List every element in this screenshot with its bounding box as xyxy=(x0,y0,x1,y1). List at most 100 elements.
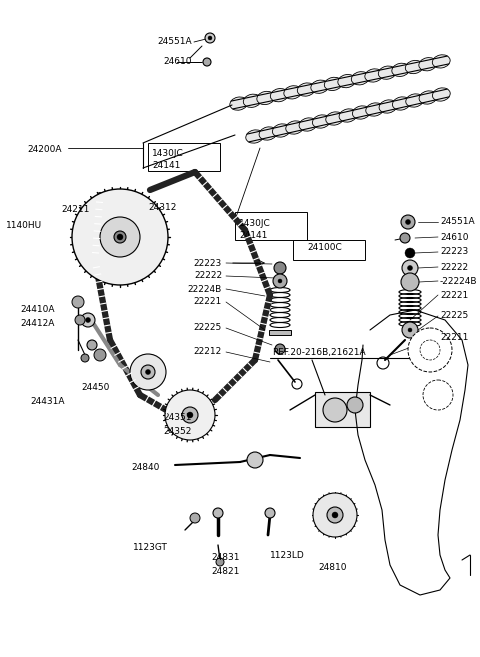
Text: 24200A: 24200A xyxy=(27,145,62,154)
Ellipse shape xyxy=(365,69,383,82)
Bar xyxy=(148,143,220,171)
Circle shape xyxy=(130,354,166,390)
Text: 22211: 22211 xyxy=(440,332,468,342)
Ellipse shape xyxy=(286,121,303,134)
Circle shape xyxy=(274,262,286,274)
Circle shape xyxy=(406,219,410,225)
Ellipse shape xyxy=(299,118,317,131)
Text: 24312: 24312 xyxy=(148,202,176,212)
Text: -22224B: -22224B xyxy=(440,277,478,286)
Circle shape xyxy=(81,313,95,327)
Ellipse shape xyxy=(246,130,264,143)
Text: 22223: 22223 xyxy=(440,248,468,256)
Text: 24211: 24211 xyxy=(61,206,90,214)
Ellipse shape xyxy=(243,94,261,107)
Text: 22223: 22223 xyxy=(194,258,222,267)
Circle shape xyxy=(75,315,85,325)
Text: 24410A: 24410A xyxy=(21,306,55,315)
Text: 22222: 22222 xyxy=(440,263,468,271)
Circle shape xyxy=(275,344,285,354)
Bar xyxy=(315,392,370,427)
Ellipse shape xyxy=(311,80,329,93)
Ellipse shape xyxy=(284,85,301,99)
Circle shape xyxy=(402,322,418,338)
Circle shape xyxy=(187,412,193,418)
Circle shape xyxy=(205,33,215,43)
Ellipse shape xyxy=(419,91,437,104)
Text: 1123LD: 1123LD xyxy=(270,551,305,560)
Ellipse shape xyxy=(378,66,396,79)
Circle shape xyxy=(423,380,453,410)
Text: 22225: 22225 xyxy=(440,311,468,321)
Text: 24610: 24610 xyxy=(164,58,192,66)
Text: 24412A: 24412A xyxy=(21,319,55,327)
Circle shape xyxy=(141,365,155,379)
Ellipse shape xyxy=(352,106,370,119)
Text: 22222: 22222 xyxy=(194,271,222,281)
Circle shape xyxy=(182,407,198,423)
Text: 24450: 24450 xyxy=(82,384,110,392)
Circle shape xyxy=(190,513,200,523)
Ellipse shape xyxy=(230,97,248,110)
Circle shape xyxy=(313,493,357,537)
Circle shape xyxy=(203,58,211,66)
Bar xyxy=(293,240,365,260)
Circle shape xyxy=(332,512,338,518)
Circle shape xyxy=(247,452,263,468)
Ellipse shape xyxy=(379,100,397,113)
Circle shape xyxy=(145,369,151,374)
Ellipse shape xyxy=(405,60,423,74)
Circle shape xyxy=(213,508,223,518)
Ellipse shape xyxy=(273,124,290,137)
Circle shape xyxy=(72,189,168,285)
Ellipse shape xyxy=(432,88,450,101)
Circle shape xyxy=(405,248,415,258)
Text: 24141: 24141 xyxy=(152,162,180,171)
Circle shape xyxy=(81,354,89,362)
Text: 1430JC: 1430JC xyxy=(152,150,184,158)
Circle shape xyxy=(72,296,84,308)
Circle shape xyxy=(401,215,415,229)
Ellipse shape xyxy=(270,89,288,102)
Text: 24551A: 24551A xyxy=(440,217,475,227)
Text: 24431A: 24431A xyxy=(31,397,65,407)
Ellipse shape xyxy=(324,78,342,91)
Circle shape xyxy=(94,349,106,361)
Circle shape xyxy=(408,265,412,271)
Bar xyxy=(269,330,291,335)
Text: 22221: 22221 xyxy=(440,290,468,300)
Text: 22224B: 22224B xyxy=(188,284,222,294)
Circle shape xyxy=(87,340,97,350)
Text: 1123GT: 1123GT xyxy=(133,543,168,553)
Ellipse shape xyxy=(406,94,423,107)
Text: 24100C: 24100C xyxy=(307,244,342,252)
Circle shape xyxy=(273,274,287,288)
Circle shape xyxy=(400,233,410,243)
Circle shape xyxy=(278,279,282,283)
Circle shape xyxy=(408,328,412,332)
Circle shape xyxy=(100,217,140,257)
Ellipse shape xyxy=(297,83,315,96)
Circle shape xyxy=(420,340,440,360)
Text: 24352: 24352 xyxy=(163,426,192,436)
Text: REF.20-216B,21621A: REF.20-216B,21621A xyxy=(272,348,366,357)
Text: 22225: 22225 xyxy=(194,323,222,332)
Text: 24551A: 24551A xyxy=(157,37,192,47)
Circle shape xyxy=(216,558,224,566)
Circle shape xyxy=(347,397,363,413)
Circle shape xyxy=(408,328,452,372)
Ellipse shape xyxy=(312,115,330,128)
Circle shape xyxy=(327,507,343,523)
Text: 24840: 24840 xyxy=(132,463,160,472)
Text: 22212: 22212 xyxy=(194,348,222,357)
Text: 22221: 22221 xyxy=(194,298,222,307)
Circle shape xyxy=(323,398,347,422)
Circle shape xyxy=(85,317,91,323)
Text: 24810: 24810 xyxy=(318,564,347,572)
Ellipse shape xyxy=(392,63,409,76)
Circle shape xyxy=(117,234,123,240)
Ellipse shape xyxy=(419,58,437,71)
Ellipse shape xyxy=(259,127,277,140)
Ellipse shape xyxy=(257,91,275,104)
Bar xyxy=(235,212,307,240)
